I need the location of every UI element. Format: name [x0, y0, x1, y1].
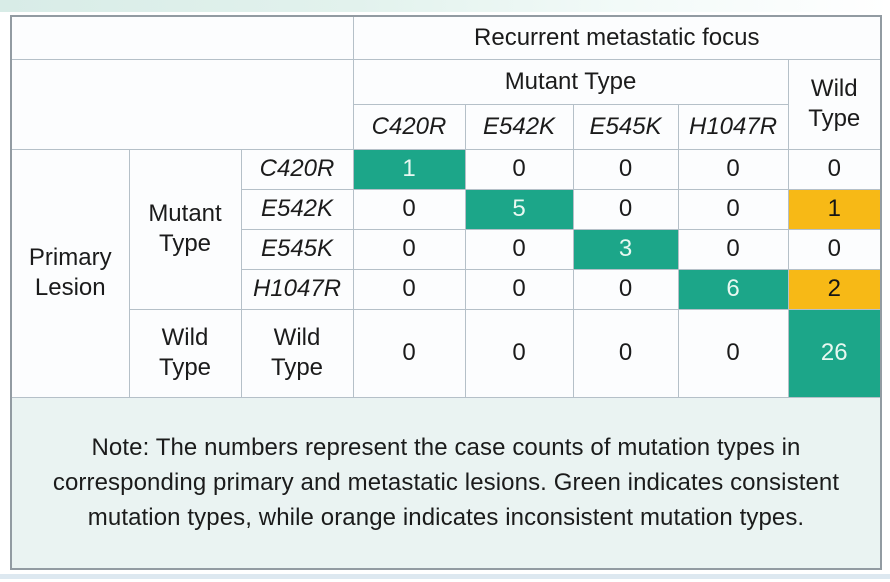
matrix-cell: 5 — [464, 188, 574, 230]
matrix-cell: 1 — [352, 148, 466, 190]
table-row: Primary Lesion Mutant Type C420R 1 0 0 0… — [10, 148, 882, 398]
matrix-cell: 0 — [464, 228, 574, 270]
row-axis-header: Primary Lesion — [10, 148, 130, 398]
matrix-cell: 0 — [572, 308, 679, 398]
column-header-e542k: E542K — [464, 103, 574, 150]
column-header-e545k: E545K — [572, 103, 679, 150]
matrix-cell: 0 — [677, 228, 789, 270]
top-accent-strip — [0, 0, 890, 12]
row-group-wild-type: Wild Type — [128, 308, 242, 398]
matrix-cell: 0 — [677, 308, 789, 398]
row-header-wild-type: Wild Type — [240, 308, 354, 398]
matrix-cell: 2 — [787, 268, 882, 310]
row-group-mutant-type: Mutant Type — [128, 148, 242, 310]
matrix-cell: 0 — [352, 308, 466, 398]
row-header-e542k: E542K — [240, 188, 354, 230]
table-row: Note: The numbers represent the case cou… — [10, 396, 882, 569]
matrix-cell: 0 — [352, 228, 466, 270]
matrix-cell: 0 — [464, 268, 574, 310]
table-row: H1047R 0 0 0 6 2 — [11, 268, 882, 310]
matrix-cell: 0 — [677, 188, 789, 230]
column-header-c420r: C420R — [352, 103, 466, 150]
corner-blank-cell — [10, 58, 354, 150]
matrix-cell: 0 — [572, 268, 679, 310]
matrix-cell: 0 — [787, 148, 882, 190]
column-header-h1047r: H1047R — [677, 103, 789, 150]
matrix-cell: 1 — [787, 188, 882, 230]
mutation-concordance-table: Recurrent metastatic focus Mutant Type W… — [10, 15, 883, 570]
matrix-cell: 0 — [677, 148, 789, 190]
table-row: Wild Type Wild Type 0 0 0 0 26 — [11, 308, 882, 398]
column-group-mutant-type: Mutant Type — [352, 58, 789, 105]
matrix-cell: 3 — [572, 228, 679, 270]
matrix-cell: 0 — [464, 148, 574, 190]
row-header-h1047r: H1047R — [240, 268, 354, 310]
column-group-wild-type: Wild Type — [787, 58, 882, 150]
matrix-cell: 6 — [677, 268, 789, 310]
matrix-cell: 0 — [352, 188, 466, 230]
matrix-cell: 0 — [464, 308, 574, 398]
row-header-e545k: E545K — [240, 228, 354, 270]
corner-blank-cell — [10, 15, 354, 60]
table-row: E545K 0 0 3 0 0 — [11, 228, 882, 270]
matrix-cell: 0 — [352, 268, 466, 310]
column-axis-header: Recurrent metastatic focus — [352, 15, 882, 60]
matrix-cell: 0 — [787, 228, 882, 270]
note-text: Note: The numbers represent the case cou… — [10, 396, 882, 569]
matrix-cell: 26 — [787, 308, 882, 398]
row-header-c420r: C420R — [240, 148, 354, 190]
matrix-cell: 0 — [572, 148, 679, 190]
table-row: E542K 0 5 0 0 1 — [11, 188, 882, 230]
bottom-accent-strip — [0, 574, 890, 579]
matrix-cell: 0 — [572, 188, 679, 230]
